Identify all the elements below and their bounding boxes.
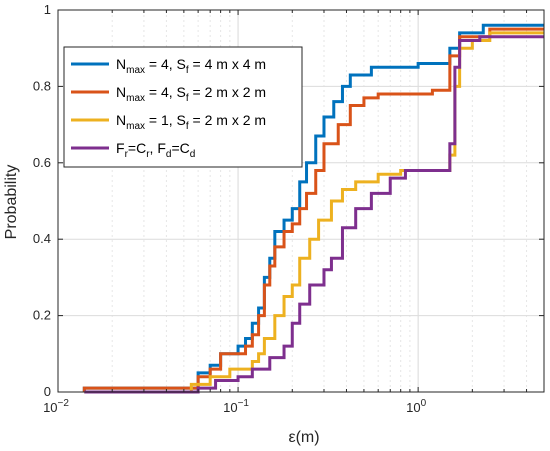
legend-entry-4: Fr=Cr, Fd=Cd xyxy=(116,140,195,160)
x-tick-label: 100 xyxy=(406,398,426,415)
y-tick-label: 0 xyxy=(44,384,51,399)
series-line-4 xyxy=(84,35,544,394)
plot-area: 0 0.2 0.4 0.6 0.8 1 10−2 10−1 100 Nmax = 4, Sf = … xyxy=(33,2,545,415)
y-tick-label: 0.2 xyxy=(33,308,51,323)
legend-entry-3: Nmax = 1, Sf = 2 m x 2 m xyxy=(116,112,266,132)
x-axis-title: ε(m) xyxy=(288,429,319,446)
x-tick-label: 10−2 xyxy=(43,398,69,415)
legend-entry-1: Nmax = 4, Sf = 4 m x 4 m xyxy=(116,56,266,76)
series-line-1 xyxy=(82,23,544,392)
y-tick-label: 0.4 xyxy=(33,231,51,246)
y-tick-label: 0.8 xyxy=(33,78,51,93)
series-line-2 xyxy=(82,27,544,392)
y-tick-label: 0.6 xyxy=(33,155,51,170)
legend-entry-2: Nmax = 4, Sf = 2 m x 2 m xyxy=(116,84,266,104)
y-axis-title: Probability xyxy=(3,165,20,240)
y-tick-label: 1 xyxy=(44,2,51,17)
x-tick-label: 10−1 xyxy=(223,398,249,415)
axes-box xyxy=(57,9,545,393)
